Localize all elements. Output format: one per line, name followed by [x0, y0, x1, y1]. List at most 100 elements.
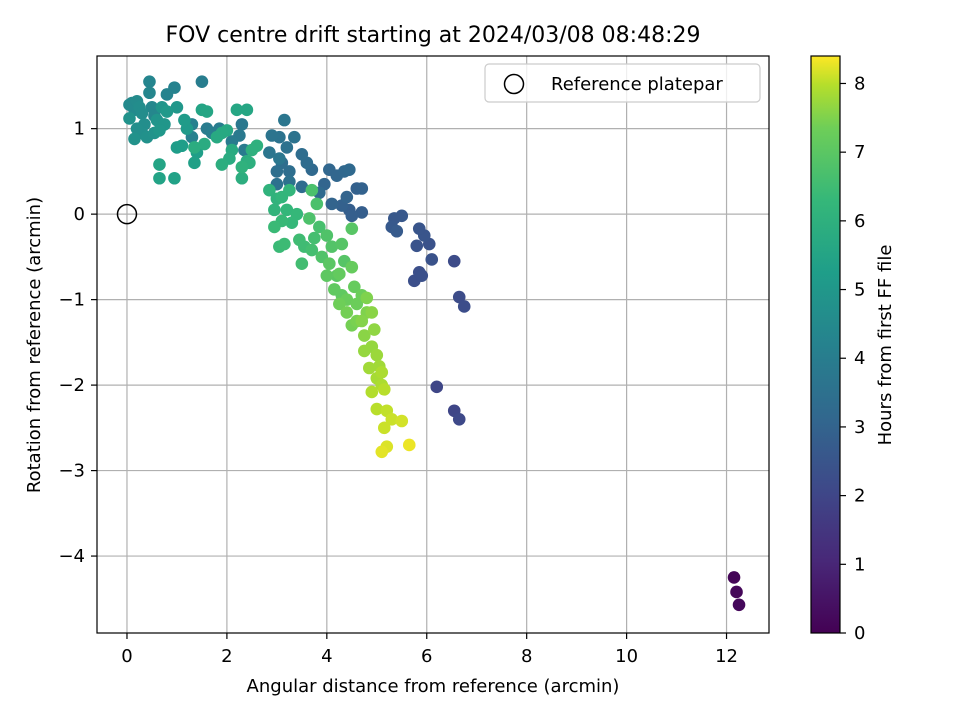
x-tick-label: 0	[121, 646, 132, 667]
y-axis-label: Rotation from reference (arcmin)	[24, 197, 45, 493]
chart-title: FOV centre drift starting at 2024/03/08 …	[166, 23, 701, 48]
data-point	[283, 183, 296, 197]
y-axis-ticks: −4 −3 −2 −1 0 1	[58, 119, 97, 567]
data-point	[730, 585, 743, 599]
data-point	[377, 421, 391, 435]
data-point	[153, 171, 166, 185]
x-tick-label: 6	[421, 646, 432, 667]
data-point	[283, 165, 296, 178]
data-point	[265, 129, 279, 142]
data-point	[340, 306, 354, 319]
data-point	[727, 571, 741, 584]
data-point	[170, 100, 184, 114]
data-point	[280, 141, 294, 154]
data-point	[285, 216, 299, 229]
data-point	[288, 130, 301, 144]
data-point	[355, 314, 369, 328]
data-point	[410, 239, 424, 253]
data-point	[457, 300, 471, 313]
data-point	[280, 203, 294, 217]
data-point	[263, 146, 276, 159]
colorbar-tick-label: 7	[854, 142, 865, 163]
data-point	[377, 383, 391, 396]
data-point	[278, 113, 291, 127]
x-tick-label: 4	[321, 646, 332, 667]
data-point	[360, 291, 374, 305]
data-point	[412, 222, 426, 235]
data-point	[358, 344, 371, 358]
data-point	[355, 206, 369, 219]
data-point	[452, 290, 466, 304]
data-point	[385, 412, 399, 426]
data-point	[335, 237, 349, 251]
data-point	[178, 113, 191, 127]
data-point	[732, 598, 746, 612]
colorbar-tick-label: 2	[854, 486, 865, 507]
data-point	[308, 231, 321, 245]
data-point	[188, 156, 201, 170]
colorbar-tick-label: 5	[854, 280, 865, 301]
data-point	[175, 139, 189, 153]
data-point	[295, 257, 309, 271]
data-point	[303, 212, 316, 225]
data-point	[188, 141, 201, 154]
data-point	[340, 190, 354, 204]
data-point	[395, 414, 409, 428]
data-point	[310, 197, 324, 211]
data-point	[143, 86, 156, 100]
data-point	[198, 137, 211, 151]
data-point	[325, 240, 339, 253]
x-tick-label: 10	[615, 646, 638, 667]
colorbar-label: Hours from first FF file	[875, 245, 896, 446]
data-point	[323, 257, 336, 271]
y-tick-label: 0	[74, 204, 85, 225]
data-point	[367, 323, 381, 336]
x-tick-label: 2	[221, 646, 232, 667]
colorbar-tick-label: 3	[854, 417, 865, 438]
data-point	[313, 220, 326, 234]
data-point	[135, 106, 149, 120]
data-point	[215, 158, 229, 171]
data-point	[245, 143, 259, 157]
data-point	[168, 171, 181, 185]
colorbar-tick-label: 1	[854, 554, 865, 575]
data-point	[278, 237, 291, 251]
x-tick-label: 12	[715, 646, 738, 667]
y-tick-label: 1	[74, 119, 85, 140]
data-point	[128, 132, 141, 146]
data-point	[348, 280, 361, 294]
x-axis-label: Angular distance from reference (arcmin)	[247, 676, 620, 697]
data-point	[343, 163, 356, 176]
data-point	[160, 88, 174, 101]
legend-box	[484, 63, 761, 103]
data-point	[325, 197, 339, 211]
data-point	[230, 103, 244, 117]
data-point	[345, 209, 359, 223]
data-point	[270, 165, 284, 178]
data-point	[195, 75, 209, 88]
data-point	[358, 329, 371, 342]
colorbar-tick-label: 4	[854, 348, 865, 369]
data-point	[402, 438, 416, 452]
data-point	[305, 243, 319, 257]
data-point	[143, 75, 156, 88]
data-point	[160, 105, 174, 118]
colorbar: 0 1 2 3 4 5 6 7 8 Hours from first FF file	[810, 55, 896, 644]
data-point	[390, 224, 404, 238]
reference-platepar-marker	[116, 203, 138, 225]
data-point	[235, 171, 249, 185]
data-point	[263, 183, 276, 197]
data-point	[375, 445, 389, 459]
data-point	[365, 306, 379, 319]
colorbar-tick-label: 6	[854, 211, 865, 232]
plot-frame	[96, 55, 770, 634]
data-point	[430, 380, 444, 394]
scatter-points	[123, 75, 746, 612]
colorbar-tick-label: 0	[854, 623, 865, 644]
legend-open-circle-icon	[503, 73, 525, 95]
legend-label: Reference platepar	[551, 74, 723, 95]
data-point	[370, 402, 384, 416]
grid-lines	[97, 56, 769, 633]
data-point	[345, 260, 359, 274]
